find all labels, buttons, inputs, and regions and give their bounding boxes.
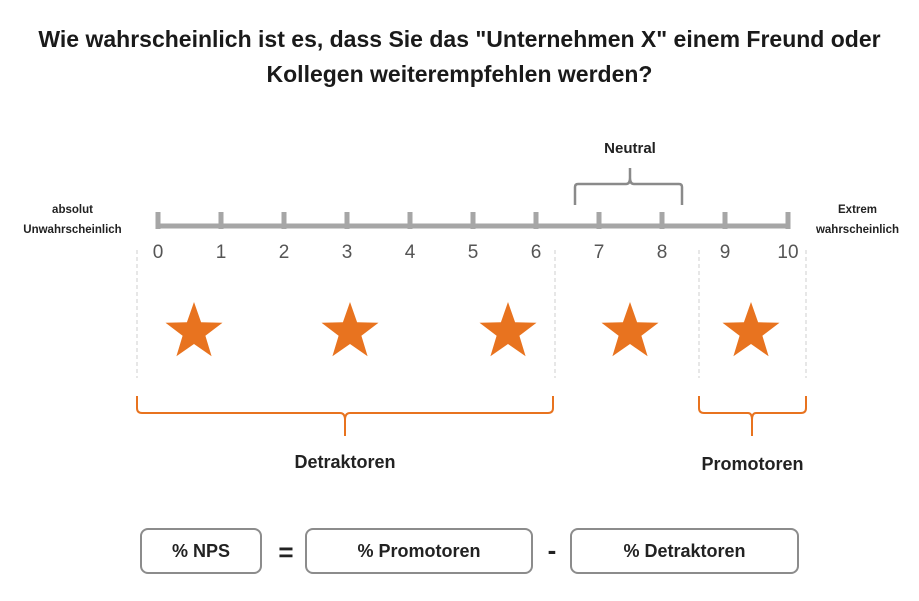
star-icon [722, 302, 780, 357]
neutral-bracket [573, 168, 684, 205]
promoters-label: Promotoren [701, 454, 804, 474]
scale-ticks [155, 212, 791, 229]
detractors-bracket [136, 396, 554, 436]
question-line-2: Kollegen weiterempfehlen werden? [266, 61, 653, 87]
detractors-box-label: % Detraktoren [623, 540, 746, 561]
scale-right-label: Extrem wahrscheinlich [800, 200, 915, 240]
scale-left-label-line-2: Unwahrscheinlich [23, 224, 122, 236]
equals-sign: = [278, 537, 294, 567]
scale-right-label-line-1: Extrem [838, 204, 877, 216]
detractors-box: % Detraktoren [570, 528, 799, 574]
scale-tick-label: 10 [777, 242, 798, 263]
scale-tick-labels: 0 1 2 3 4 5 6 7 8 9 10 [153, 242, 799, 263]
promoters-box: % Promotoren [305, 528, 533, 574]
scale-left-label: absolut Unwahrscheinlich [10, 200, 135, 240]
scale-tick-label: 4 [405, 242, 416, 263]
scale-tick-label: 6 [531, 242, 542, 263]
star-icon [165, 302, 223, 357]
detractors-label: Detraktoren [294, 452, 396, 472]
scale-tick-label: 1 [216, 242, 227, 263]
question-line-1: Wie wahrscheinlich ist es, dass Sie das … [38, 26, 881, 52]
scale-tick-label: 2 [279, 242, 290, 263]
neutral-label: Neutral [604, 140, 656, 157]
scale-tick-label: 0 [153, 242, 164, 263]
nps-box: % NPS [140, 528, 262, 574]
scale-tick-label: 5 [468, 242, 479, 263]
scale-tick-label: 7 [594, 242, 605, 263]
star-icon [601, 302, 659, 357]
star-icon [479, 302, 537, 357]
promoters-bracket [698, 396, 807, 436]
star-icon [321, 302, 379, 357]
scale-tick-label: 8 [657, 242, 668, 263]
promoters-box-label: % Promotoren [357, 540, 481, 561]
question-title: Wie wahrscheinlich ist es, dass Sie das … [0, 22, 919, 92]
minus-sign: - [547, 535, 557, 565]
scale-right-label-line-2: wahrscheinlich [815, 224, 900, 236]
scale-tick-label: 3 [342, 242, 353, 263]
scale-left-label-line-1: absolut [52, 204, 93, 216]
scale-tick-label: 9 [720, 242, 731, 263]
nps-box-label: % NPS [171, 540, 231, 561]
